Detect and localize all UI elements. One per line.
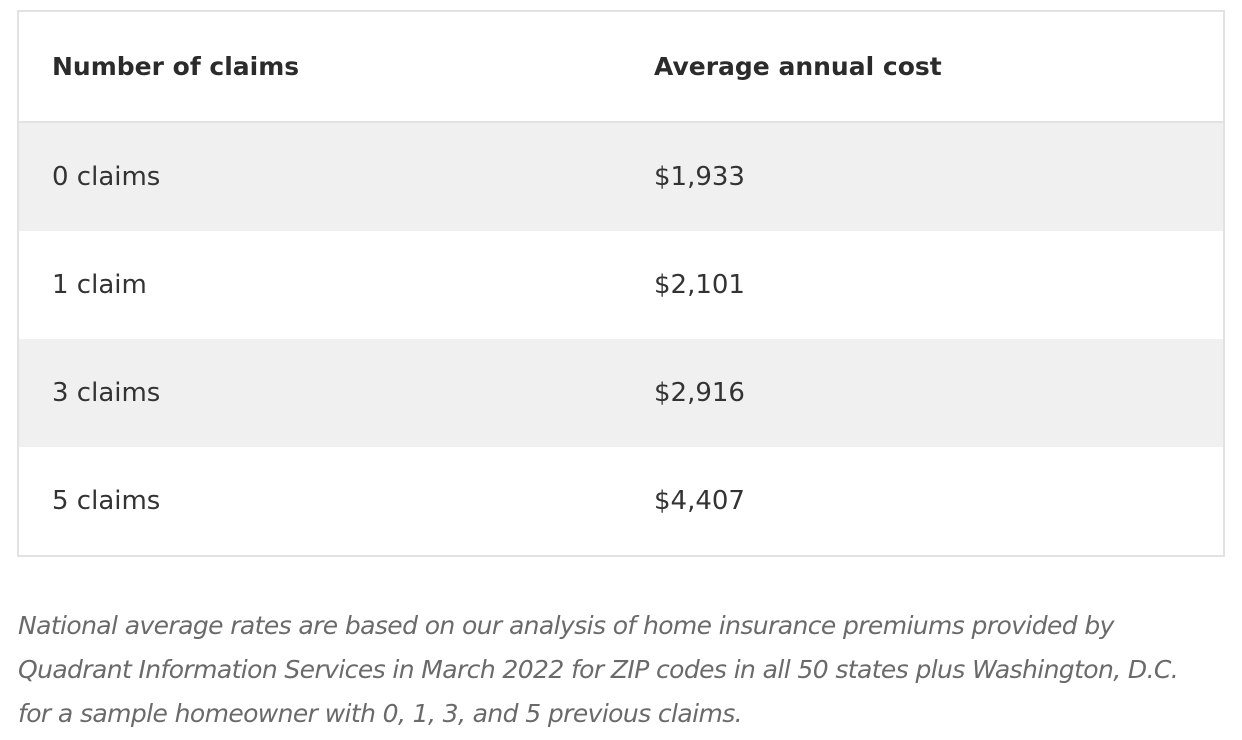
claims-table: Number of claims Average annual cost 0 c…	[19, 12, 1223, 555]
header-row: Number of claims Average annual cost	[19, 12, 1223, 123]
claims-cell: 3 claims	[19, 339, 621, 447]
cost-cell: $2,916	[621, 339, 1223, 447]
table-header: Number of claims Average annual cost	[19, 12, 1223, 123]
cost-cell: $2,101	[654, 270, 745, 300]
claims-cell: 0 claims	[19, 122, 621, 231]
claims-cost-table: Number of claims Average annual cost 0 c…	[17, 10, 1225, 557]
cost-cell: $1,933	[621, 122, 1223, 231]
footnote-line: National average rates are based on our …	[18, 611, 1114, 640]
footnote-line: Quadrant Information Services in March 2…	[18, 655, 1179, 684]
table-row: 1 claim $2,101	[19, 231, 1223, 339]
header-average-annual-cost: Average annual cost	[621, 12, 1223, 123]
header-number-of-claims: Number of claims	[19, 12, 621, 123]
cost-cell: $4,407	[654, 486, 745, 516]
table-row: 3 claims $2,916	[19, 339, 1223, 447]
table-body: 0 claims $1,933 1 claim $2,101 3 claims …	[19, 122, 1223, 555]
claims-cell: 5 claims	[52, 486, 161, 516]
claims-cell: 1 claim	[52, 270, 147, 300]
footnote-line: for a sample homeowner with 0, 1, 3, and…	[18, 699, 743, 728]
methodology-footnote: National average rates are based on our …	[18, 604, 1228, 736]
table-row: 0 claims $1,933	[19, 122, 1223, 231]
table-row: 5 claims $4,407	[19, 447, 1223, 555]
